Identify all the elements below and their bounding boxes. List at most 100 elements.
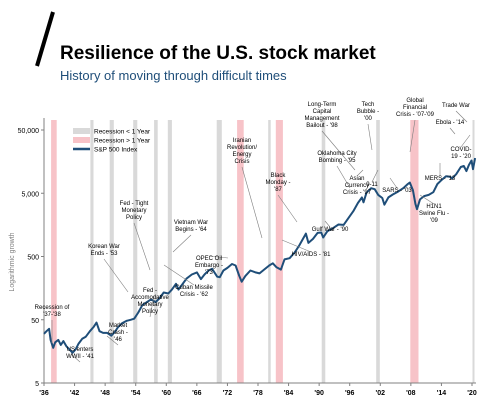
annotation-label: Swine Flu - [419, 211, 449, 217]
y-tick-label: 5 [35, 381, 39, 388]
annotation-label: Energy [232, 152, 251, 158]
annotation-label: Currency [345, 183, 369, 189]
x-tick-label: '20 [467, 390, 477, 397]
annotation-label: WWII - '41 [66, 354, 94, 360]
annotation-label: '73 [205, 270, 213, 276]
annotation-leader-line [419, 194, 435, 205]
annotation-label: Begins - '64 [175, 227, 207, 233]
y-tick-label: 500 [27, 255, 39, 262]
recession-band-long [410, 120, 419, 383]
annotation-leader-line [281, 239, 312, 253]
annotation-label: Ebola - '14 [436, 120, 465, 126]
legend: Recession < 1 Year Recession > 1 Year S&P … [73, 128, 151, 154]
x-tick-label: '90 [314, 390, 324, 397]
recession-band-short [216, 120, 222, 383]
event-annotation: MERS - '13 [425, 163, 456, 182]
annotation-label: Trade War [442, 103, 470, 109]
annotation-leader-line [371, 169, 379, 183]
annotation-label: Embargo - [195, 263, 223, 269]
recession-band-short [167, 120, 172, 383]
annotation-label: Crisis - '97 [343, 190, 372, 196]
annotation-leader-line [321, 130, 356, 171]
x-tick-label: '84 [284, 390, 294, 397]
annotation-label: Financial [403, 105, 427, 111]
annotation-label: Policy [126, 215, 142, 221]
annotation-label: SARS - '03 [382, 188, 412, 194]
recession-band-short [268, 120, 271, 383]
annotation-label: Black [271, 173, 287, 179]
annotation-label: Iranian [233, 138, 251, 144]
legend-swatch-box [73, 128, 90, 134]
axes: 5 50 500 5,000 50,000 '36 '42 '48 '54 '60 '66 '72 '7… [18, 118, 477, 397]
title-slash-decoration [35, 11, 55, 67]
x-tick-label: '48 [100, 390, 110, 397]
annotation-leader-line [449, 127, 456, 135]
annotation-label: Fed - [143, 288, 157, 294]
annotation-leader-line [163, 264, 195, 286]
annotation-leader-line [356, 169, 364, 177]
event-annotation: Gulf War - '90 [312, 220, 349, 233]
annotation-label: Accomodative [131, 295, 169, 301]
annotation-label: '87 [274, 187, 282, 193]
x-tick-label: '96 [345, 390, 355, 397]
annotation-leader-line [409, 119, 416, 153]
annotation-leader-line [277, 194, 298, 223]
x-tick-label: '60 [162, 390, 172, 397]
recession-band-short [154, 120, 158, 383]
annotation-label: Crisis - '07-'09 [396, 112, 435, 118]
recession-band-short [472, 120, 475, 383]
annotation-leader-line [455, 110, 468, 123]
annotation-label: Oklahoma City [317, 151, 356, 157]
annotation-label: Vietnam War [174, 220, 208, 226]
annotation-label: '37-'38 [43, 312, 61, 318]
event-annotation: 9-11 [366, 169, 379, 188]
annotation-label: Bailout - '98 [306, 123, 338, 129]
chart-subtitle: History of moving through difficult time… [60, 68, 287, 83]
event-annotation: Trade War [442, 103, 470, 123]
y-tick-label: 50 [31, 318, 39, 325]
x-tick-label: '72 [223, 390, 233, 397]
legend-swatch-box [73, 137, 90, 143]
annotation-leader-line [133, 222, 151, 271]
annotation-label: MERS - '13 [425, 176, 456, 182]
annotation-label: Gulf War - '90 [312, 227, 349, 233]
recession-band-long [51, 120, 57, 383]
recession-bands [51, 120, 475, 383]
annotation-leader-line [106, 335, 119, 346]
annotation-label: Monetary [121, 208, 146, 214]
recession-band-short [133, 120, 138, 383]
legend-label: S&P 500 Index [94, 147, 138, 154]
recession-band-long [275, 120, 283, 383]
x-tick-label: '78 [253, 390, 263, 397]
legend-label: Recession > 1 Year [94, 138, 151, 145]
y-axis-label: Logarithmic growth [9, 232, 16, 291]
recession-band-long [237, 120, 244, 383]
annotation-label: Market [109, 323, 128, 329]
annotation-label: Ends - '53 [91, 251, 118, 257]
annotation-label: COVID- [451, 147, 472, 153]
sp500-index-line [43, 157, 477, 354]
x-tick-label: '66 [192, 390, 202, 397]
recession-band-short [109, 120, 114, 383]
annotation-leader-line [70, 353, 81, 363]
annotation-label: Capital [313, 109, 332, 115]
chart-title: Resilience of the U.S. stock market [60, 43, 376, 64]
event-annotation: HIV/AIDS - '81 [281, 239, 331, 258]
annotation-label: Korean War [88, 244, 120, 250]
annotation-label: Crash - [108, 330, 128, 336]
x-tick-label: '02 [376, 390, 386, 397]
recession-band-short [90, 120, 94, 383]
annotation-label: H1N1 [426, 204, 442, 210]
legend-label: Recession < 1 Year [94, 129, 151, 136]
event-annotation: SARS - '03 [382, 177, 412, 194]
event-annotation: Recession of'37-'38 [35, 305, 70, 343]
x-tick-label: '54 [131, 390, 141, 397]
